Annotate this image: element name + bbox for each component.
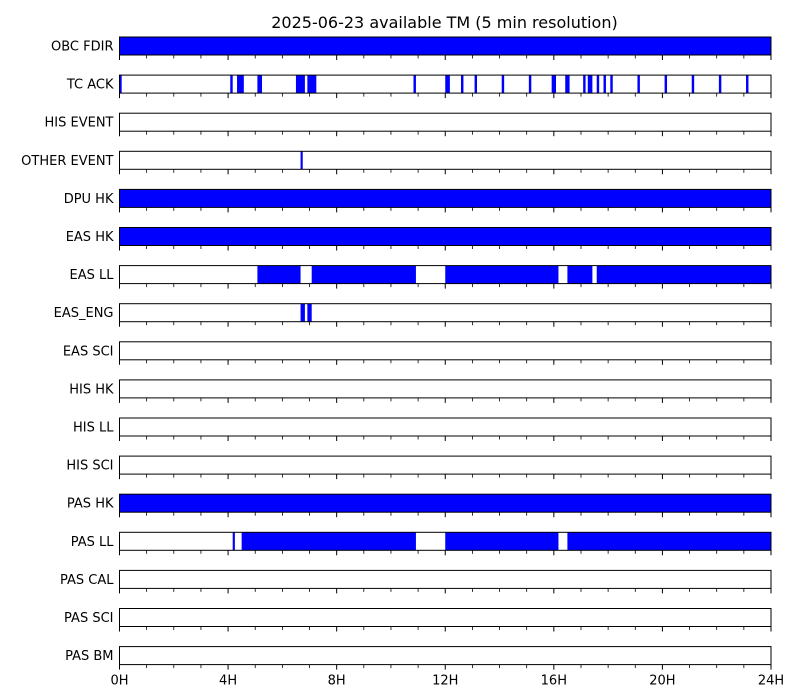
timeline-row: HIS LL: [73, 417, 772, 441]
row-label: OTHER EVENT: [21, 154, 113, 169]
row-label: EAS HK: [66, 230, 114, 245]
availability-bar: [474, 75, 478, 94]
availability-bar: [241, 532, 416, 551]
row-label: PAS SCI: [64, 611, 113, 626]
timeline-row: OBC FDIR: [51, 36, 772, 60]
row-frame: [119, 303, 772, 323]
availability-bar: [300, 151, 303, 170]
row-frame: [119, 112, 772, 132]
row-label: PAS LL: [71, 535, 115, 550]
availability-bar: [445, 532, 559, 551]
availability-bar: [237, 75, 244, 94]
row-frame: [119, 455, 772, 475]
timeline-row: TC ACK: [66, 74, 772, 99]
row-label: EAS SCI: [63, 344, 114, 359]
row-label: TC ACK: [66, 78, 114, 93]
row-frame: [119, 646, 772, 666]
availability-bar: [445, 265, 559, 284]
availability-bar: [565, 75, 570, 94]
row-label: PAS HK: [67, 497, 114, 512]
row-label: HIS LL: [73, 421, 114, 436]
availability-bar: [119, 494, 771, 513]
x-tick-label: 24H: [758, 674, 784, 689]
row-frame: [119, 417, 772, 437]
availability-bar: [119, 189, 771, 208]
row-label: OBC FDIR: [51, 40, 114, 55]
availability-bar: [587, 75, 593, 94]
timeline-row: EAS LL: [70, 265, 772, 289]
row-label: EAS_ENG: [54, 306, 114, 321]
availability-bar: [300, 303, 305, 322]
timeline-row: DPU HK: [64, 188, 772, 213]
x-tick-label: 8H: [328, 674, 346, 689]
timeline-row: PAS LL: [71, 531, 772, 556]
availability-bar: [596, 265, 771, 284]
x-tick-label: 12H: [432, 674, 458, 689]
availability-bar: [718, 75, 722, 94]
availability-bar: [664, 75, 668, 94]
row-frame: [119, 569, 772, 589]
chart-title: 2025-06-23 available TM (5 min resolutio…: [271, 13, 617, 32]
timeline-row: PAS BM: [65, 646, 772, 670]
availability-bar: [551, 75, 557, 94]
row-frame: [119, 341, 772, 361]
availability-bar: [230, 75, 233, 94]
availability-bar: [445, 75, 450, 94]
availability-bar: [567, 265, 593, 284]
row-label: PAS BM: [65, 649, 113, 664]
row-frame: [119, 379, 772, 399]
row-label: HIS EVENT: [45, 116, 114, 131]
availability-bar: [501, 75, 505, 94]
timeline-rows: OBC FDIR TC ACK HIS EVENT OTHER EVENT DPU HK…: [21, 36, 772, 670]
availability-bar: [307, 75, 317, 94]
timeline-row: EAS HK: [66, 227, 772, 251]
availability-bar: [691, 75, 695, 94]
row-frame: [119, 150, 772, 170]
availability-bar: [746, 75, 749, 94]
availability-bar: [257, 265, 301, 284]
availability-bar: [232, 532, 235, 551]
timeline-row: PAS SCI: [64, 608, 772, 632]
availability-bar: [583, 75, 586, 94]
x-tick-label: 4H: [219, 674, 237, 689]
x-axis: 0H 4H 8H 12H 16H 20H 24H: [110, 674, 784, 689]
row-label: HIS SCI: [66, 459, 113, 474]
row-label: PAS CAL: [60, 573, 114, 588]
availability-bar: [603, 75, 606, 94]
timeline-row: HIS EVENT: [45, 112, 772, 137]
x-tick-label: 16H: [541, 674, 567, 689]
x-tick-label: 20H: [649, 674, 675, 689]
availability-bar: [460, 75, 464, 94]
row-label: HIS HK: [69, 382, 114, 397]
x-tick-label: 0H: [110, 674, 128, 689]
availability-bar: [528, 75, 532, 94]
availability-bar: [567, 532, 771, 551]
availability-bar: [596, 75, 600, 94]
timeline-row: HIS SCI: [66, 455, 772, 480]
availability-bar: [119, 37, 771, 55]
availability-bar: [257, 75, 263, 94]
timeline-row: EAS SCI: [63, 341, 772, 365]
timeline-row: EAS_ENG: [54, 303, 772, 327]
availability-bar: [307, 303, 312, 322]
timeline-row: PAS HK: [67, 493, 772, 518]
availability-bar: [119, 75, 122, 94]
availability-bar: [637, 75, 640, 94]
timeline-row: PAS CAL: [60, 569, 772, 594]
timeline-row: HIS HK: [69, 379, 772, 403]
availability-bar: [610, 75, 613, 94]
row-label: DPU HK: [64, 192, 114, 207]
availability-bar: [119, 227, 771, 246]
availability-bar: [295, 75, 305, 94]
timeline-row: OTHER EVENT: [21, 150, 772, 175]
row-label: EAS LL: [70, 268, 115, 283]
availability-bar: [413, 75, 416, 94]
availability-bar: [311, 265, 416, 284]
row-frame: [119, 608, 772, 627]
